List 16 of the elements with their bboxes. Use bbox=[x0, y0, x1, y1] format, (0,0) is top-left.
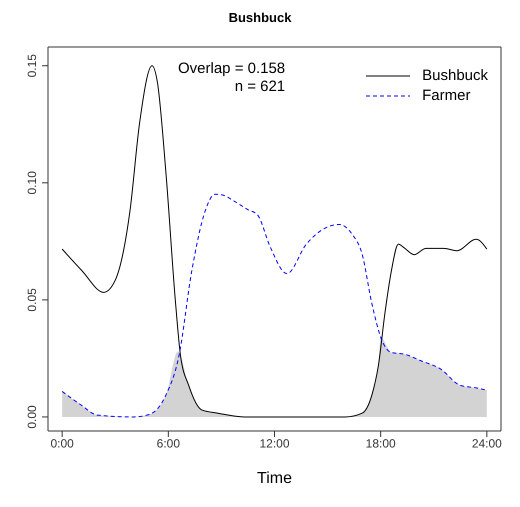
x-tick-label: 12:00 bbox=[259, 436, 290, 451]
line-series bbox=[62, 194, 488, 418]
x-tick-label: 24:00 bbox=[472, 436, 502, 451]
x-axis-title: Time bbox=[257, 470, 292, 487]
x-tick-label: 6:00 bbox=[156, 436, 180, 451]
y-tick-label: 0.15 bbox=[25, 54, 39, 78]
y-tick-label: 0.00 bbox=[25, 404, 39, 429]
x-tick-label: 18:00 bbox=[366, 436, 396, 451]
chart-title: Bushbuck bbox=[228, 10, 292, 25]
y-tick-label: 0.05 bbox=[25, 288, 39, 312]
legend-label: Farmer bbox=[422, 86, 470, 106]
annotation: n = 621 bbox=[234, 78, 286, 96]
legend-label: Bushbuck bbox=[422, 66, 488, 86]
annotation: Overlap = 0.158 bbox=[178, 60, 286, 78]
y-tick-label: 0.10 bbox=[25, 170, 39, 194]
x-tick-label: 0:00 bbox=[50, 436, 74, 451]
